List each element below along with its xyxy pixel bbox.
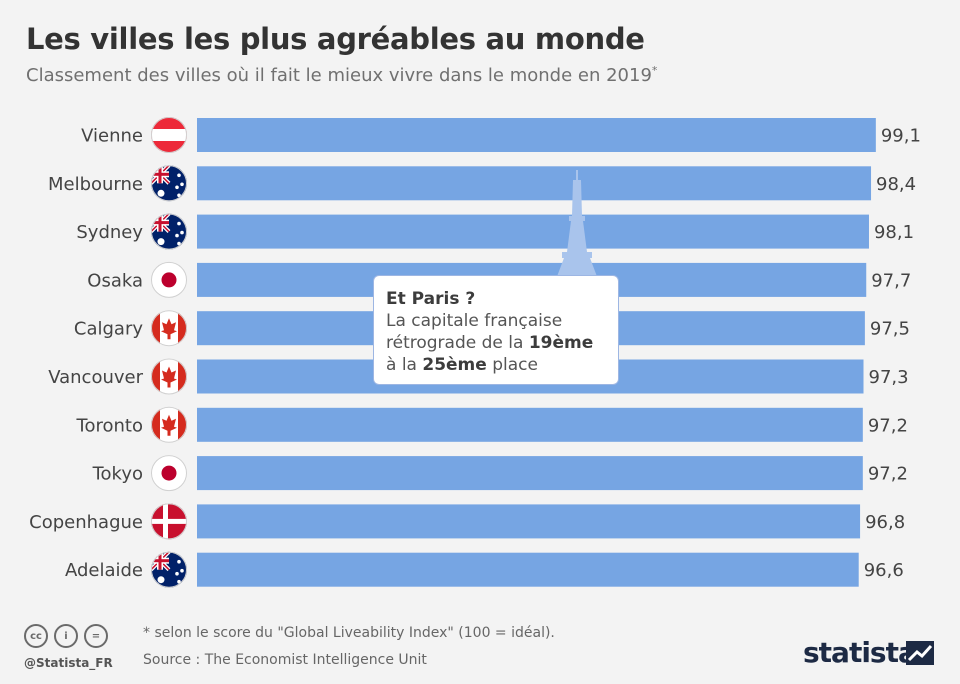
canada-flag-icon [151, 358, 187, 395]
japan-flag-icon [151, 455, 187, 492]
page-subtitle: Classement des villes où il fait le mieu… [26, 64, 657, 86]
category-label: Calgary [74, 319, 143, 340]
social-handle[interactable]: @Statista_FR [24, 656, 113, 670]
value-label: 98,4 [876, 174, 916, 195]
bar-vienne [197, 118, 876, 152]
subtitle-footnote-mark: * [651, 64, 658, 77]
value-label: 97,2 [868, 415, 908, 436]
callout-line-3-text: à la [386, 355, 423, 375]
bar-copenhague [197, 504, 861, 539]
value-label: 99,1 [881, 126, 921, 147]
value-label: 96,6 [864, 560, 904, 581]
bar-melbourne [197, 166, 872, 201]
canada-flag-icon [151, 310, 187, 347]
value-label: 98,1 [874, 222, 914, 243]
subtitle-text: Classement des villes où il fait le mieu… [26, 65, 652, 86]
value-label: 97,3 [869, 367, 909, 388]
value-label: 96,8 [865, 512, 905, 533]
value-label: 97,5 [870, 319, 910, 340]
japan-flag-icon [151, 261, 187, 298]
category-label: Adelaide [65, 560, 143, 581]
no-derivatives-icon[interactable]: = [84, 624, 108, 648]
value-label: 97,2 [868, 464, 908, 485]
bar-toronto [197, 407, 863, 442]
callout-heading: Et Paris ? [386, 289, 476, 309]
callout-line-2: rétrograde de la 19ème [386, 332, 606, 354]
value-label: 97,7 [871, 270, 911, 291]
attribution-icon[interactable]: i [54, 624, 78, 648]
category-label: Copenhague [29, 512, 143, 533]
category-label: Melbourne [48, 174, 143, 195]
page-title: Les villes les plus agréables au monde [26, 22, 645, 56]
callout-line-1: La capitale française [386, 311, 563, 331]
callout-line-3-suffix: place [486, 355, 538, 375]
statista-logo-icon [906, 641, 934, 665]
paris-callout: Et Paris ? La capitale française rétrogr… [373, 275, 619, 385]
category-label: Vancouver [48, 367, 143, 388]
australia-flag-icon [151, 165, 187, 202]
bar-adelaide [197, 552, 859, 587]
callout-line-2-text: rétrograde de la [386, 333, 529, 353]
canada-flag-icon [151, 406, 187, 443]
callout-rank-old: 19ème [528, 333, 594, 353]
bar-tokyo [197, 456, 863, 491]
category-label: Sydney [76, 222, 143, 243]
source-note: Source : The Economist Intelligence Unit [143, 652, 427, 668]
bar-sydney [197, 214, 869, 249]
australia-flag-icon [151, 551, 187, 588]
category-label: Vienne [81, 126, 143, 147]
australia-flag-icon [151, 213, 187, 250]
creative-commons-icon[interactable]: cc [24, 624, 48, 648]
category-label: Osaka [87, 270, 143, 291]
footnote: * selon le score du "Global Liveability … [143, 625, 555, 641]
callout-line-3: à la 25ème place [386, 354, 606, 376]
category-label: Tokyo [92, 464, 143, 485]
austria-flag-icon [151, 117, 187, 153]
license-icons: cc i = [24, 624, 108, 648]
callout-rank-new: 25ème [422, 355, 487, 375]
statista-logo[interactable]: statista [803, 636, 917, 669]
denmark-flag-icon [151, 503, 187, 540]
category-label: Toronto [76, 415, 143, 436]
